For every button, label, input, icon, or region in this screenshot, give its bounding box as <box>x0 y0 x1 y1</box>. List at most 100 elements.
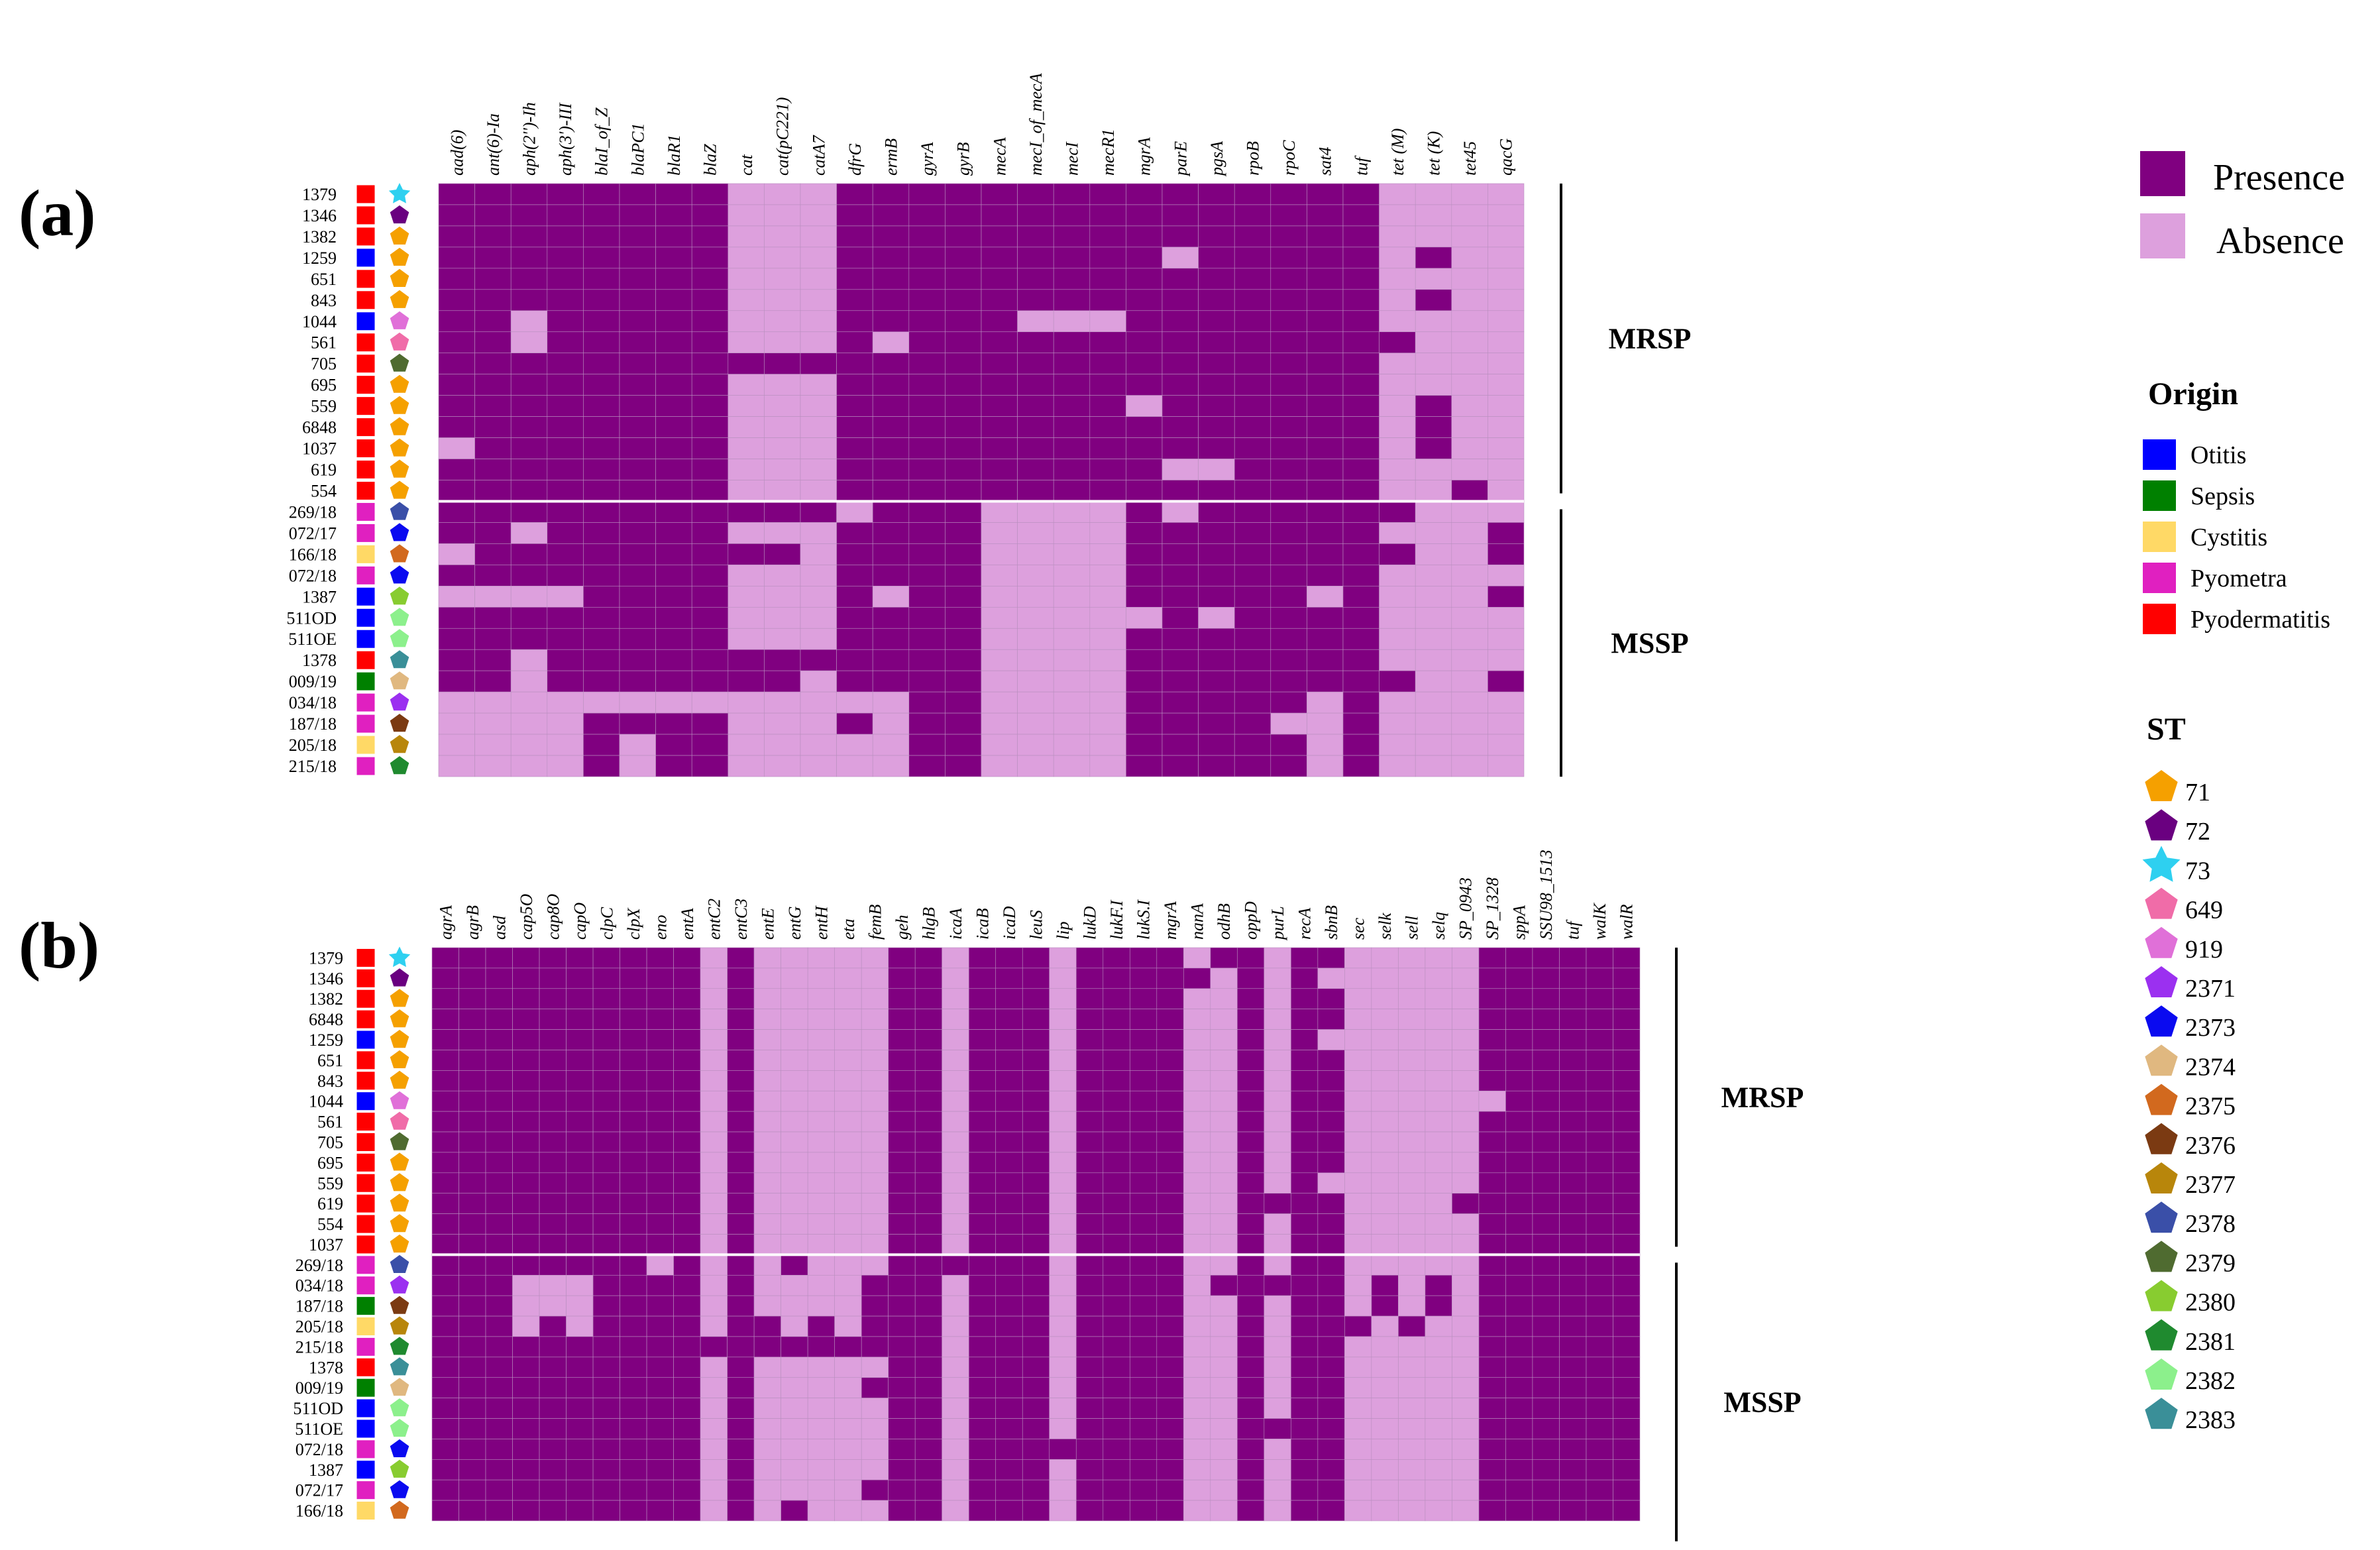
row-label: 009/19 <box>296 1378 343 1398</box>
cell-1037-blapc1 <box>619 437 656 459</box>
cell-651-asd <box>485 1050 513 1071</box>
cell-843-meci <box>1053 289 1091 311</box>
column-label: rpoB <box>1244 141 1263 176</box>
cell-187-18-sec <box>1344 1295 1372 1317</box>
cell-1346-meca <box>981 204 1018 227</box>
cell-034-18-rpoc <box>1270 691 1307 714</box>
row-label: 695 <box>311 376 337 395</box>
cell-205-18-icaa <box>942 1315 969 1337</box>
cell-1346-icab <box>968 968 997 989</box>
cell-166-18-ermb <box>872 543 910 565</box>
cell-651-geh <box>888 1050 916 1071</box>
cell-187-18-geh <box>888 1295 916 1317</box>
cell-511oe-odhb <box>1210 1418 1238 1439</box>
cell-843-lukd <box>1075 1070 1104 1091</box>
cell-1378-gyrb <box>945 649 982 671</box>
cell-705-gyrb <box>945 353 982 374</box>
cell-1259-agrb <box>459 1029 486 1050</box>
cell-843-enta <box>673 1070 701 1091</box>
cell-559-lukd <box>1075 1172 1104 1194</box>
cell-1044-tuf <box>1559 1090 1587 1112</box>
cell-1037-agra <box>431 1234 459 1255</box>
cell-1259-sat4 <box>1307 247 1344 269</box>
cell-559-mgra <box>1126 395 1163 417</box>
cell-705-clpx <box>620 1131 647 1153</box>
cell-695-mecr1 <box>1089 374 1126 396</box>
cell-1382-tuf <box>1342 225 1379 248</box>
cell-1378-blai-of-z <box>583 649 620 671</box>
cell-705-asd <box>485 1131 513 1153</box>
cell-651-cat-pc221 <box>764 268 801 290</box>
cell-1379-clpc <box>592 947 620 969</box>
cell-561-asd <box>485 1111 513 1133</box>
cell-651-entc2 <box>700 1050 728 1071</box>
cell-6848-icaa <box>942 1009 969 1030</box>
cell-511od-blai-of-z <box>583 606 620 629</box>
cell-187-18-dfrg <box>836 712 873 735</box>
st-marker <box>390 1111 409 1130</box>
cell-695-blar1 <box>655 374 692 396</box>
cell-1044-cap8o <box>539 1090 567 1112</box>
cell-1044-pare <box>1162 310 1199 333</box>
cell-269-18-ssu98-1513 <box>1532 1254 1560 1276</box>
cell-559-aph-2-ih <box>510 395 548 417</box>
cell-511oe-meca <box>981 628 1018 650</box>
cell-1044-aph-2-ih <box>510 310 548 333</box>
cell-187-18-lip <box>1049 1295 1077 1317</box>
cell-1382-sppa <box>1505 988 1533 1009</box>
cell-705-qacg <box>1488 353 1525 374</box>
cell-554-tuf <box>1342 480 1379 502</box>
cell-215-18-geh <box>888 1336 916 1358</box>
cell-511oe-selk <box>1371 1418 1399 1439</box>
cell-705-meci <box>1053 353 1091 374</box>
cell-205-18-lukd <box>1075 1315 1104 1337</box>
cell-1378-eta <box>834 1356 862 1378</box>
cell-269-18-cat <box>728 501 765 523</box>
cell-072-17-blaz <box>691 522 729 544</box>
origin-marker <box>356 651 375 669</box>
cell-1379-entc3 <box>727 947 755 969</box>
cell-1382-cat-pc221 <box>764 225 801 248</box>
row-label: 1387 <box>309 1461 343 1480</box>
cell-554-oppd <box>1237 1213 1265 1235</box>
cell-034-18-hlgb <box>914 1274 943 1296</box>
cell-215-18-walr <box>1613 1336 1641 1358</box>
cell-561-sbnb <box>1317 1111 1345 1133</box>
cell-511oe-leus <box>1022 1418 1050 1439</box>
cell-205-18-blaz <box>691 734 729 756</box>
cell-1259-agra <box>431 1029 459 1050</box>
cell-559-pgsa <box>1198 395 1235 417</box>
cell-1044-sp-1328 <box>1478 1090 1506 1112</box>
cell-009-19-blar1 <box>655 670 692 692</box>
cell-511oe-walr <box>1613 1418 1641 1439</box>
cell-009-19-sat4 <box>1307 670 1344 692</box>
cell-511oe-icaa <box>942 1418 969 1439</box>
cell-034-18-pare <box>1162 691 1199 714</box>
cell-511oe-cat-pc221 <box>764 628 801 650</box>
cell-166-18-icab <box>968 1500 997 1522</box>
cell-511od-lip <box>1049 1398 1077 1419</box>
cell-559-sp-1328 <box>1478 1172 1506 1194</box>
cell-1382-icaa <box>942 988 969 1009</box>
cell-705-sp-0943 <box>1452 1131 1480 1153</box>
cell-1387-blai-of-z <box>583 586 620 608</box>
cell-511oe-clpc <box>592 1418 620 1439</box>
cell-559-agra <box>431 1172 459 1194</box>
cell-215-18-meci <box>1053 755 1091 777</box>
cell-561-purl <box>1264 1111 1291 1133</box>
cell-1037-entc3 <box>727 1234 755 1255</box>
cell-034-18-clpx <box>620 1274 647 1296</box>
origin-legend-title: Origin <box>2148 376 2238 412</box>
cell-1037-meci-of-meca <box>1017 437 1054 459</box>
cell-072-17-mgra <box>1156 1479 1184 1501</box>
cell-651-ermb <box>872 268 910 290</box>
cell-009-19-selq <box>1425 1377 1452 1398</box>
origin-marker <box>356 1461 375 1479</box>
row-label: 561 <box>311 333 337 353</box>
cell-651-ssu98-1513 <box>1532 1050 1560 1071</box>
st-symbol-649 <box>2145 887 2178 919</box>
cell-187-18-icab <box>968 1295 997 1317</box>
cell-205-18-cap8o <box>539 1315 567 1337</box>
cell-187-18-tuf <box>1342 712 1379 735</box>
cell-1044-sp-0943 <box>1452 1090 1480 1112</box>
